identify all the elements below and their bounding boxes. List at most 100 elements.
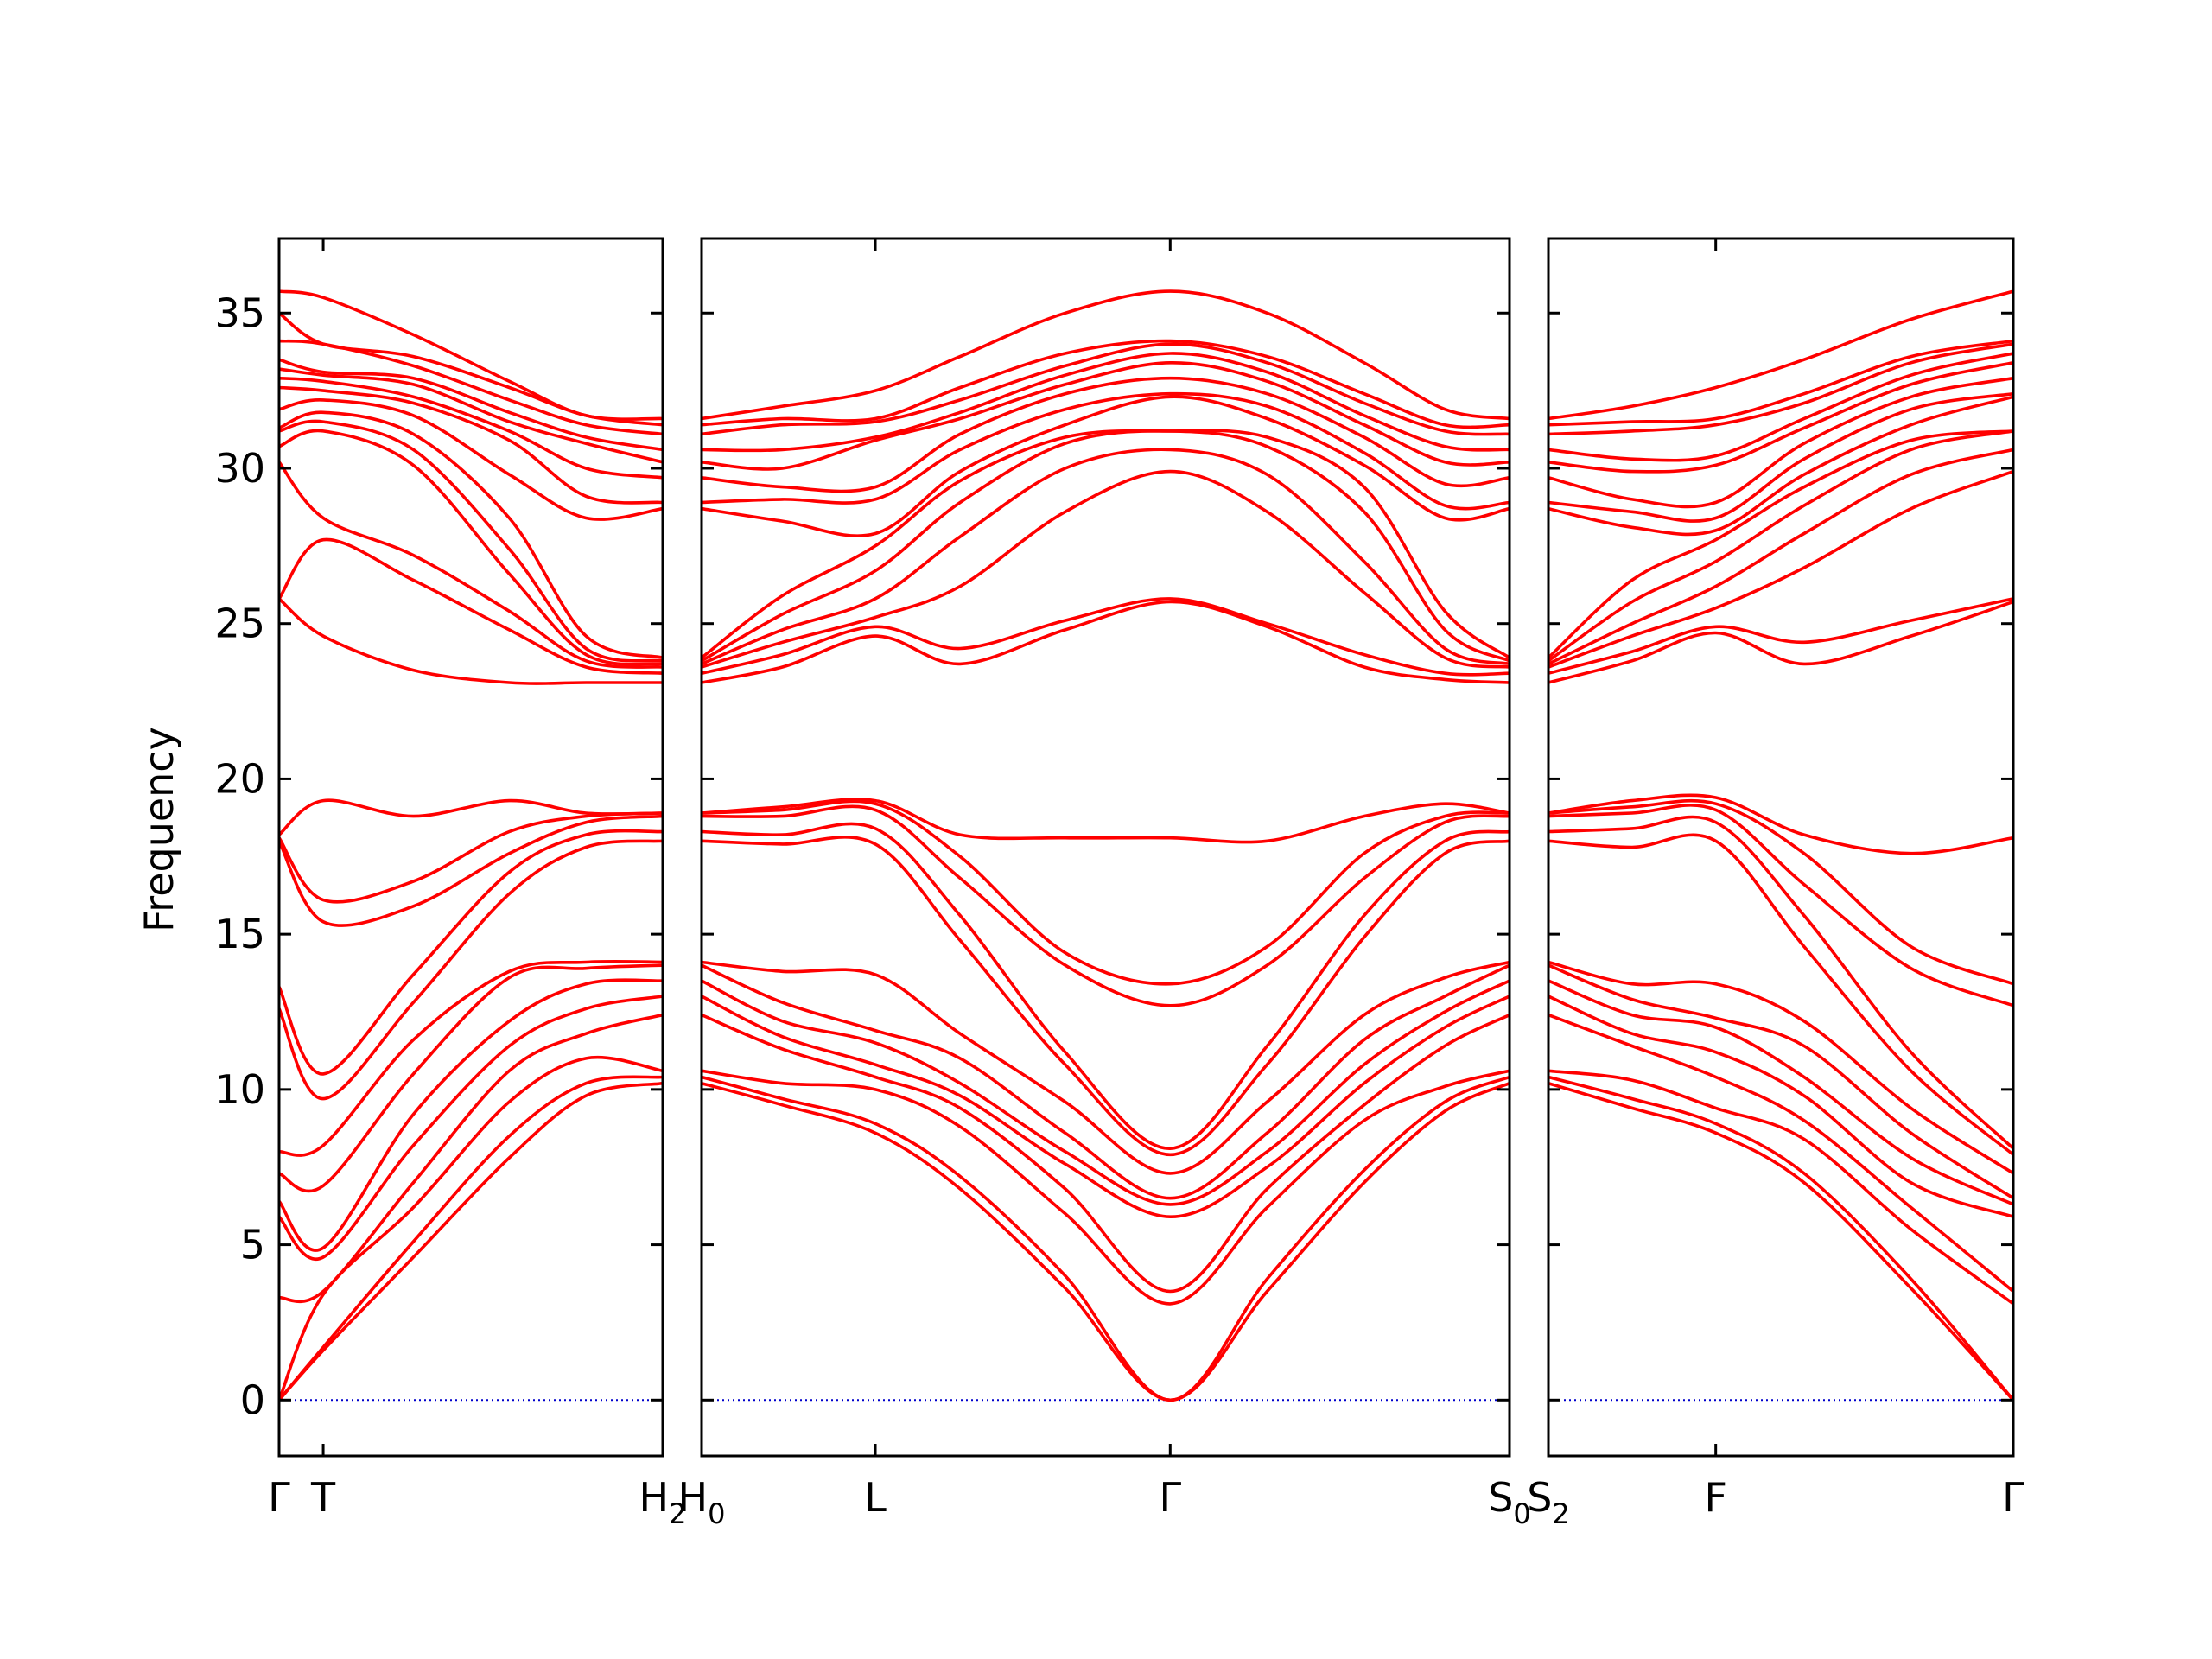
x-tick-label: Γ bbox=[268, 1474, 290, 1521]
band-line-13 bbox=[279, 798, 663, 836]
band-line-17 bbox=[279, 429, 663, 666]
band-lines bbox=[279, 289, 663, 1402]
band-line-20 bbox=[279, 398, 663, 521]
band-line-16 bbox=[279, 461, 663, 669]
y-tick-label: 35 bbox=[214, 289, 265, 336]
band-lines bbox=[702, 289, 1510, 1402]
band-line-10 bbox=[1548, 815, 2013, 1150]
x-tick-label: Γ bbox=[2002, 1474, 2024, 1521]
band-line-26 bbox=[279, 311, 663, 427]
y-tick-label: 30 bbox=[214, 445, 265, 492]
band-line-1 bbox=[279, 1081, 663, 1402]
band-line-3 bbox=[702, 1069, 1510, 1306]
band-line-8 bbox=[1548, 960, 2013, 1175]
band-line-23 bbox=[1548, 361, 2013, 474]
band-line-14 bbox=[702, 600, 1510, 684]
band-line-13 bbox=[1548, 793, 2013, 855]
band-line-11 bbox=[702, 804, 1510, 1007]
band-line-18 bbox=[279, 419, 663, 663]
band-line-2 bbox=[702, 1075, 1510, 1402]
band-line-4 bbox=[279, 1013, 663, 1304]
panel-frame bbox=[700, 237, 1511, 1458]
x-tick-label: Γ bbox=[1159, 1474, 1181, 1521]
band-line-16 bbox=[702, 469, 1510, 669]
band-line-20 bbox=[1548, 395, 2013, 537]
band-line-9 bbox=[702, 836, 1510, 1157]
band-line-8 bbox=[279, 959, 663, 1157]
band-line-8 bbox=[702, 960, 1510, 1175]
band-line-7 bbox=[279, 963, 663, 1193]
band-line-13 bbox=[702, 798, 1510, 844]
panel-2: H0 L Γ S0 bbox=[678, 237, 1531, 1530]
band-line-12 bbox=[279, 811, 663, 904]
band-line-3 bbox=[279, 1055, 663, 1402]
band-line-4 bbox=[1548, 1013, 2013, 1294]
band-line-6 bbox=[702, 979, 1510, 1206]
band-line-11 bbox=[279, 814, 663, 927]
band-line-22 bbox=[279, 376, 663, 480]
y-tick-label: 10 bbox=[214, 1066, 265, 1113]
band-line-11 bbox=[1548, 804, 2013, 1007]
y-axis-label: Frequency bbox=[136, 727, 182, 932]
x-tick-label: S2 bbox=[1527, 1474, 1570, 1530]
band-line-2 bbox=[1548, 1075, 2013, 1402]
band-line-24 bbox=[1548, 352, 2013, 462]
band-line-18 bbox=[1548, 429, 2013, 663]
band-line-14 bbox=[279, 597, 663, 685]
y-tick-label: 5 bbox=[240, 1222, 265, 1268]
band-line-1 bbox=[1548, 1081, 2013, 1402]
band-line-5 bbox=[702, 995, 1510, 1219]
band-line-5 bbox=[279, 995, 663, 1262]
band-line-17 bbox=[702, 448, 1510, 666]
band-line-17 bbox=[1548, 448, 2013, 666]
y-tick-label: 25 bbox=[214, 601, 265, 647]
band-line-7 bbox=[702, 963, 1510, 1200]
band-line-6 bbox=[279, 978, 663, 1252]
band-line-19 bbox=[279, 410, 663, 659]
band-line-21 bbox=[1548, 391, 2013, 523]
y-tick-label: 15 bbox=[214, 911, 265, 957]
band-line-25 bbox=[1548, 342, 2013, 436]
panel-3: S2 F Γ bbox=[1527, 237, 2024, 1530]
band-line-24 bbox=[279, 358, 663, 452]
panel-frame bbox=[1547, 237, 2015, 1458]
band-lines bbox=[1548, 289, 2013, 1402]
band-line-12 bbox=[1548, 798, 2013, 986]
band-line-21 bbox=[702, 391, 1510, 511]
band-line-2 bbox=[279, 1075, 663, 1402]
band-line-3 bbox=[1548, 1069, 2013, 1306]
x-tick-label: T bbox=[310, 1474, 336, 1521]
y-tick-label: 0 bbox=[240, 1376, 265, 1423]
band-line-23 bbox=[702, 360, 1510, 471]
x-tick-label: S0 bbox=[1488, 1474, 1531, 1530]
panel-frame bbox=[277, 237, 664, 1458]
x-tick-label: H2 bbox=[639, 1474, 687, 1530]
band-line-9 bbox=[279, 839, 663, 1101]
band-line-23 bbox=[279, 367, 663, 464]
band-line-14 bbox=[1548, 600, 2013, 684]
band-line-19 bbox=[1548, 429, 2013, 659]
band-line-21 bbox=[279, 385, 663, 505]
band-line-22 bbox=[1548, 376, 2013, 509]
band-line-24 bbox=[702, 352, 1510, 453]
band-line-5 bbox=[1548, 995, 2013, 1218]
band-line-18 bbox=[702, 429, 1510, 663]
x-tick-label: L bbox=[864, 1474, 887, 1521]
band-line-27 bbox=[279, 289, 663, 421]
band-line-15 bbox=[1548, 597, 2013, 675]
band-line-15 bbox=[702, 597, 1510, 677]
band-line-10 bbox=[279, 829, 663, 1076]
band-line-7 bbox=[1548, 963, 2013, 1200]
band-line-4 bbox=[702, 1013, 1510, 1294]
band-line-19 bbox=[702, 429, 1510, 659]
band-line-6 bbox=[1548, 979, 2013, 1206]
x-tick-label: F bbox=[1704, 1474, 1726, 1521]
band-line-27 bbox=[1548, 289, 2013, 421]
band-line-22 bbox=[702, 376, 1510, 493]
band-line-9 bbox=[1548, 833, 2013, 1157]
band-line-27 bbox=[702, 289, 1510, 421]
band-line-10 bbox=[702, 822, 1510, 1151]
band-line-15 bbox=[279, 537, 663, 675]
